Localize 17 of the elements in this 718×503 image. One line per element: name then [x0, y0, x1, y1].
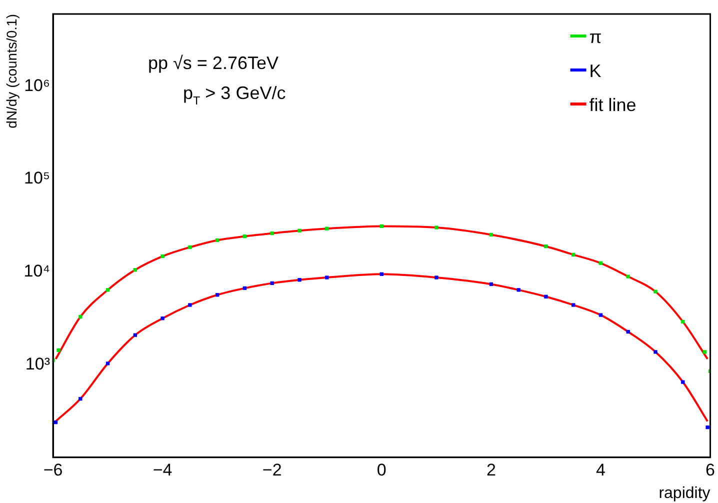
y-tick-label: 10⁶ — [24, 76, 50, 95]
legend-label: π — [589, 26, 602, 47]
annotation: pp √s = 2.76TeV — [148, 53, 278, 73]
x-tick-label: −4 — [152, 460, 172, 480]
y-tick-label: 10⁴ — [24, 261, 50, 280]
legend-label: K — [589, 60, 602, 81]
y-tick-label: 10⁵ — [24, 168, 50, 188]
y-axis-title: dN/dy (counts/0.1) — [3, 14, 20, 128]
legend-label: fit line — [589, 94, 636, 115]
x-tick-label: −6 — [43, 460, 63, 480]
x-tick-label: 0 — [376, 460, 386, 480]
x-tick-label: 2 — [486, 460, 496, 480]
y-tick-label: 10³ — [25, 354, 50, 374]
x-axis-title: rapidity — [658, 484, 710, 502]
x-tick-label: 4 — [596, 460, 606, 480]
x-tick-label: −2 — [262, 460, 282, 480]
x-tick-label: 6 — [706, 460, 716, 480]
